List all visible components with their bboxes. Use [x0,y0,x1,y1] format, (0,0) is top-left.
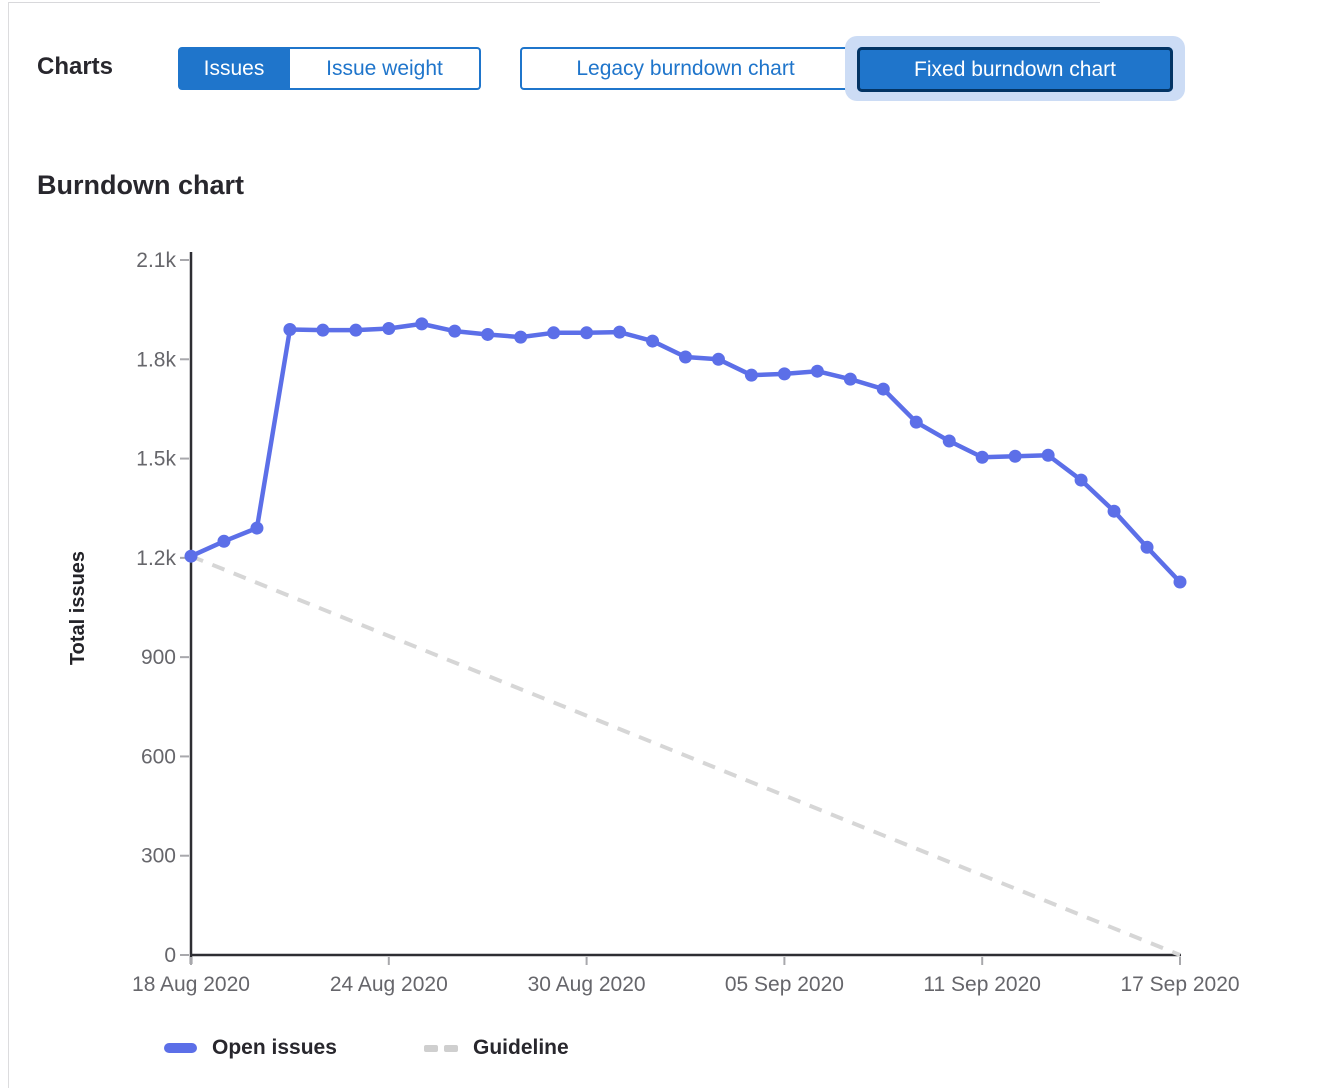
burndown-version-toggle-group: Legacy burndown chart Fixed burndown cha… [520,36,1185,101]
open-issues-line-swatch-icon [164,1043,197,1053]
data-point[interactable] [250,521,264,535]
x-axis-ticks: 18 Aug 2020 24 Aug 2020 30 Aug 2020 05 Sep … [132,957,1240,996]
open-issues-series[interactable] [184,317,1187,589]
legacy-burndown-chart-button[interactable]: Legacy burndown chart [520,47,851,90]
x-tick-label: 24 Aug 2020 [330,973,448,996]
y-axis-ticks: 2.1k 1.8k 1.5k 1.2k 900 600 300 0 [136,249,189,967]
data-point[interactable] [547,326,561,340]
charts-label: Charts [37,53,114,80]
data-point[interactable] [1140,540,1154,554]
legend-item-open-issues[interactable]: Open issues [164,1036,337,1060]
data-point[interactable] [217,534,231,548]
guideline-series [190,554,1181,957]
data-point[interactable] [711,352,725,366]
y-axis-title: Total issues [67,551,89,665]
data-point[interactable] [975,450,989,464]
x-tick-label: 05 Sep 2020 [725,973,844,996]
y-tick-label: 2.1k [136,249,176,272]
data-point[interactable] [810,364,824,378]
data-point[interactable] [744,368,758,382]
y-tick-label: 1.5k [136,448,176,471]
panel-top-border [8,2,1100,3]
y-tick-label: 900 [141,646,176,669]
y-tick-label: 300 [141,845,176,868]
x-tick-label: 30 Aug 2020 [528,973,646,996]
y-tick-label: 600 [141,745,176,768]
data-point[interactable] [448,324,462,338]
fixed-burndown-chart-button[interactable]: Fixed burndown chart [857,47,1173,92]
data-point[interactable] [514,330,528,344]
issue-weight-toggle-button[interactable]: Issue weight [290,47,481,90]
data-point[interactable] [481,327,495,341]
data-point[interactable] [580,326,594,340]
data-point[interactable] [382,322,396,336]
data-point[interactable] [1107,504,1121,518]
data-point[interactable] [283,323,297,336]
data-point[interactable] [843,372,857,386]
data-point[interactable] [1008,449,1022,463]
panel-left-border [8,2,9,1088]
data-point[interactable] [613,325,627,339]
data-point[interactable] [1173,575,1187,589]
chart-legend: Open issues Guideline [0,1036,1328,1066]
data-point[interactable] [679,350,692,364]
data-point[interactable] [876,382,890,396]
data-point[interactable] [316,323,330,337]
page-title: Burndown chart [37,170,244,200]
data-point[interactable] [349,323,363,337]
guideline-dash-swatch-icon [424,1044,458,1052]
data-point[interactable] [909,415,923,429]
legend-item-guideline[interactable]: Guideline [424,1036,569,1060]
chart-axes [189,252,1181,964]
data-point[interactable] [646,334,660,348]
y-tick-label: 1.2k [136,547,176,570]
data-point[interactable] [184,549,198,563]
focus-ring: Fixed burndown chart [845,36,1185,101]
data-point[interactable] [942,434,956,448]
y-tick-label: 1.8k [136,348,176,371]
x-tick-label: 18 Aug 2020 [132,973,250,996]
x-tick-label: 17 Sep 2020 [1120,973,1239,996]
x-tick-label: 11 Sep 2020 [923,973,1041,996]
data-point[interactable] [415,317,429,331]
data-point[interactable] [777,367,791,381]
chart-type-toggle-group: Issues Issue weight [178,47,481,90]
data-point[interactable] [1074,473,1088,487]
legend-open-issues-label: Open issues [212,1036,337,1059]
issues-toggle-button[interactable]: Issues [178,47,290,90]
y-tick-label: 0 [164,944,176,967]
legend-guideline-label: Guideline [473,1036,569,1059]
data-point[interactable] [1041,448,1055,462]
